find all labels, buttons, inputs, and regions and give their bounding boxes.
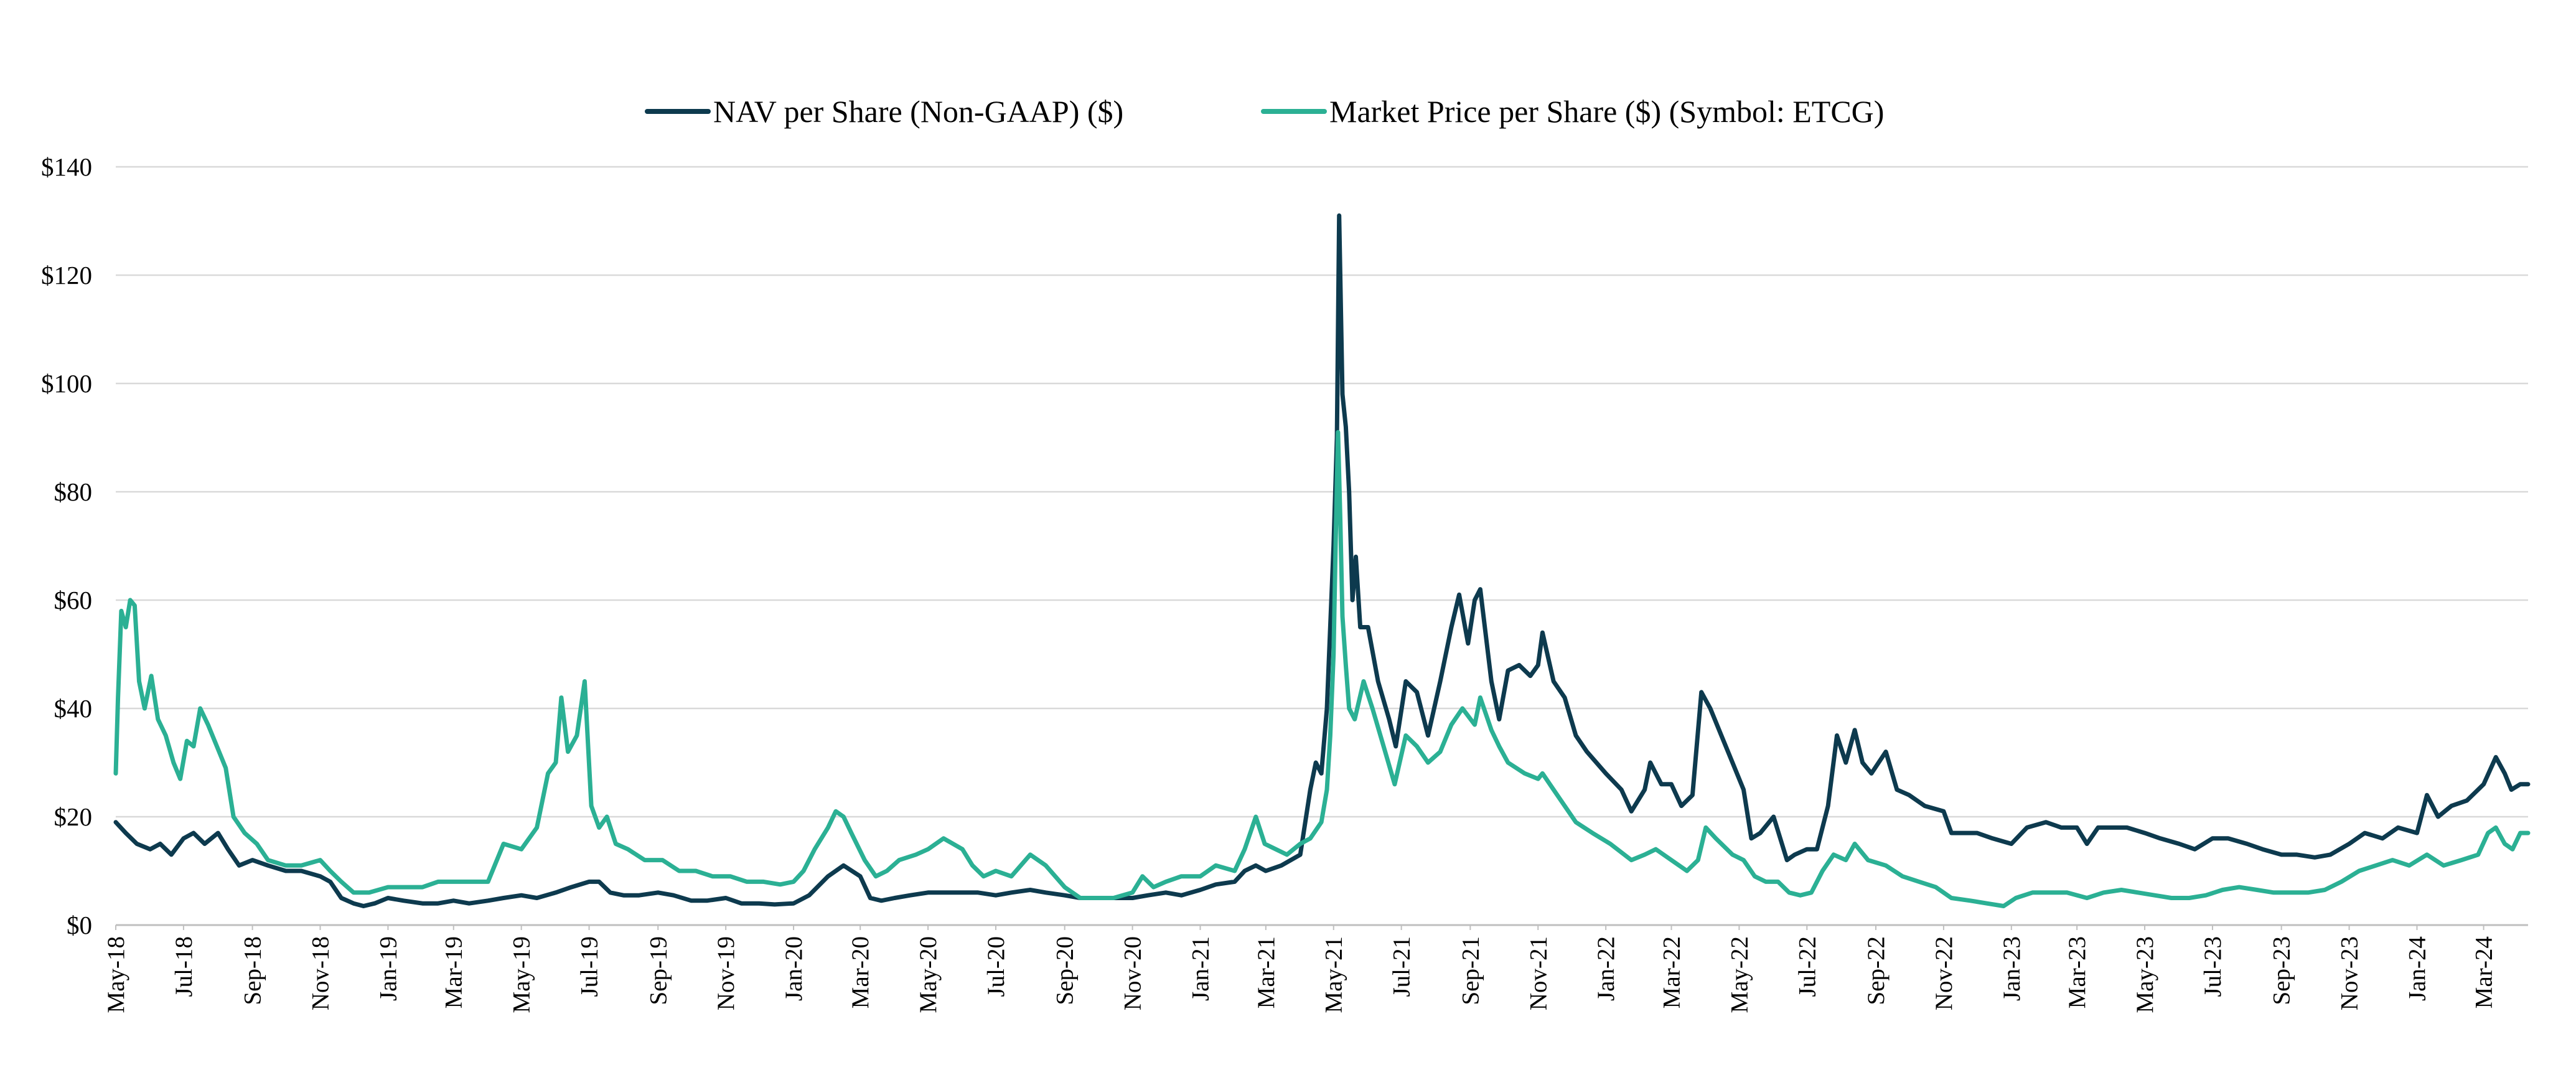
x-tick-label: May-20 — [915, 936, 942, 1013]
y-tick-label: $40 — [54, 694, 93, 723]
x-tick-label: Jan-24 — [2404, 936, 2430, 1001]
x-tick-label: Jan-21 — [1187, 936, 1214, 1001]
x-tick-label: Mar-19 — [441, 936, 467, 1008]
series-line-market-price-per-share-symbol-etcg — [113, 430, 2531, 908]
x-tick-label: Jul-20 — [983, 936, 1009, 997]
x-tick-label: Jan-22 — [1593, 936, 1619, 1001]
x-tick-label: Jul-19 — [576, 936, 603, 997]
x-tick-label: Jul-22 — [1794, 936, 1820, 997]
x-tick-label: Sep-22 — [1863, 936, 1890, 1005]
series-line-nav-per-share-non-gaap — [113, 213, 2531, 908]
x-tick-label: Sep-20 — [1052, 936, 1079, 1005]
y-tick-label: $60 — [54, 586, 93, 614]
y-tick-label: $140 — [41, 153, 92, 181]
x-tick-label: Jul-23 — [2199, 936, 2226, 997]
legend-label: Market Price per Share ($) (Symbol: ETCG… — [1329, 94, 1884, 129]
x-tick-label: Jul-21 — [1389, 936, 1415, 997]
y-tick-label: $80 — [54, 477, 93, 506]
x-tick-label: Jan-23 — [1998, 936, 2025, 1001]
x-tick-label: Sep-19 — [645, 936, 672, 1005]
x-tick-label: Jan-19 — [375, 936, 401, 1001]
legend-label: NAV per Share (Non-GAAP) ($) — [713, 94, 1123, 129]
x-tick-label: Jul-18 — [171, 936, 197, 997]
x-tick-label: May-23 — [2132, 936, 2158, 1013]
x-tick-label: May-22 — [1726, 936, 1753, 1013]
series-lines — [113, 213, 2531, 908]
x-tick-label: Sep-23 — [2269, 936, 2295, 1005]
x-tick-label: Nov-20 — [1120, 936, 1146, 1010]
x-tick-label: May-21 — [1321, 936, 1347, 1013]
y-tick-label: $100 — [41, 369, 92, 398]
x-tick-label: Mar-23 — [2064, 936, 2091, 1008]
gridlines — [116, 166, 2528, 818]
x-tick-label: Jan-20 — [780, 936, 807, 1001]
y-axis-tick-labels: $0 $20 $40 $60 $80 $100 $120 $140 — [41, 153, 92, 939]
x-tick-label: Sep-21 — [1457, 936, 1484, 1005]
x-tick-label: May-19 — [508, 936, 535, 1013]
x-tick-label: Nov-19 — [713, 936, 739, 1010]
x-tick-label: Mar-22 — [1658, 936, 1685, 1008]
x-tick-label: May-18 — [103, 936, 129, 1013]
x-tick-label: Nov-23 — [2336, 936, 2363, 1010]
x-tick-label: Mar-20 — [847, 936, 874, 1008]
x-tick-label: Sep-18 — [240, 936, 266, 1005]
x-tick-label: Mar-21 — [1253, 936, 1280, 1008]
x-tick-label: Mar-24 — [2471, 936, 2498, 1008]
x-tick-label: Nov-22 — [1931, 936, 1957, 1010]
y-tick-label: $120 — [41, 261, 92, 289]
x-tick-label: Nov-18 — [307, 936, 334, 1010]
x-axis-tick-labels: May-18 Jul-18 Sep-18 Nov-18 Jan-19 Mar-19 May-… — [103, 925, 2498, 1013]
x-tick-label: Nov-21 — [1525, 936, 1552, 1010]
y-tick-label: $20 — [54, 802, 93, 831]
legend: NAV per Share (Non-GAAP) ($) Market Price… — [645, 94, 1884, 129]
y-tick-label: $0 — [67, 911, 92, 939]
